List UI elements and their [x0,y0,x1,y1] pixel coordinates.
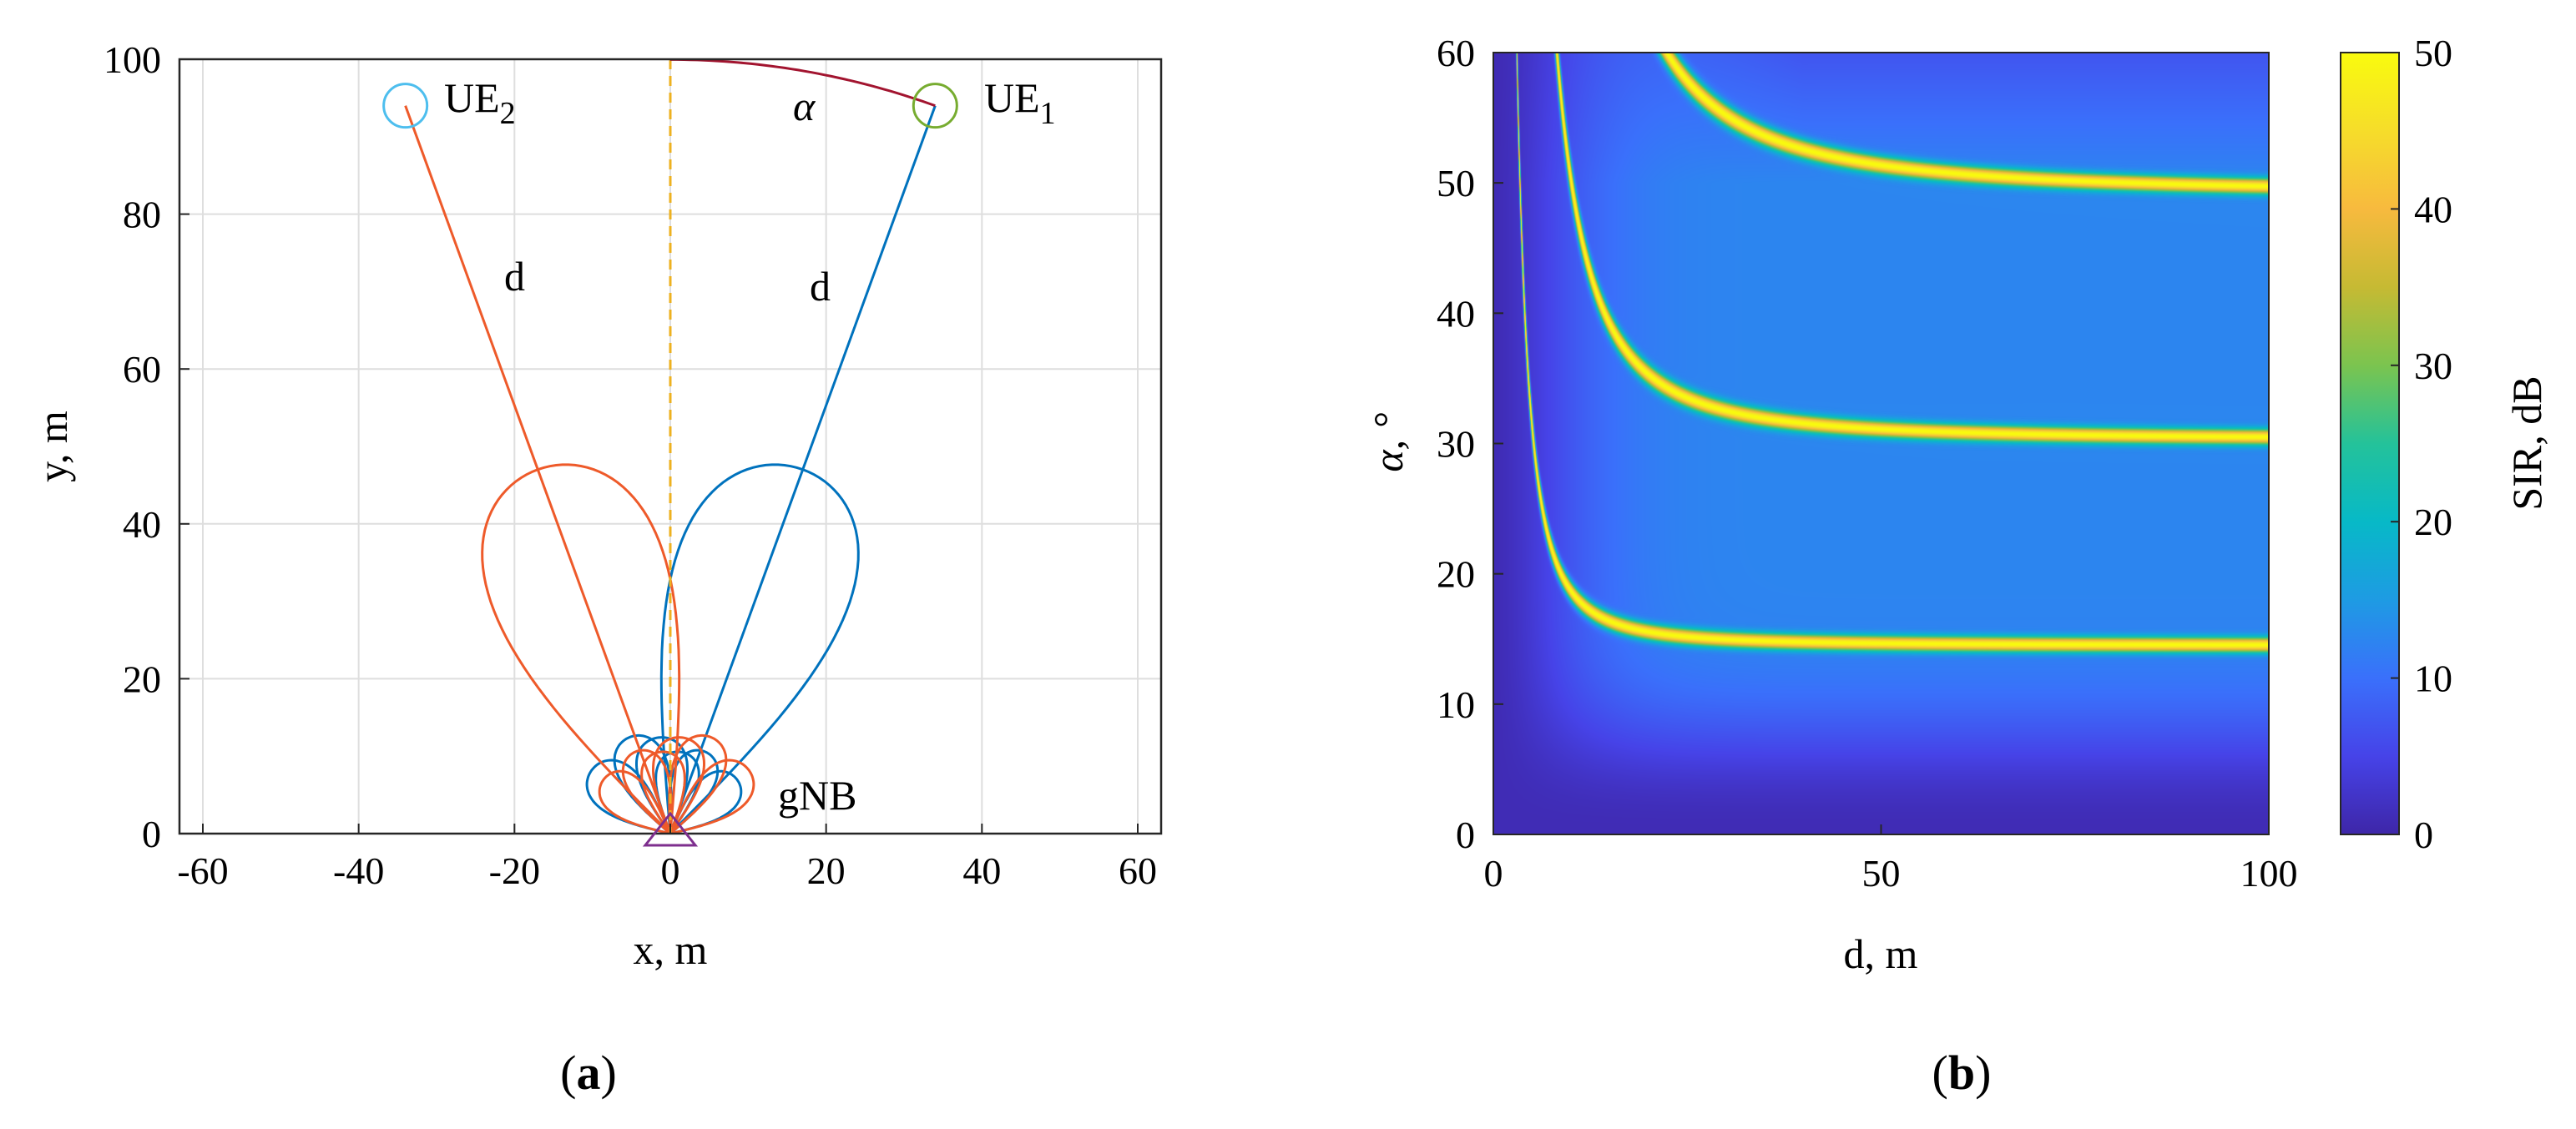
ue1-label: UE1 [984,74,1056,131]
ue2-side-lobe [669,759,755,834]
colorbar [2341,53,2399,834]
colorbar-tick-label: 0 [2414,814,2433,856]
y-tick-label-b: 10 [1437,683,1475,726]
colorbar-frame [2340,52,2400,835]
distance-label-left: d [504,253,525,300]
ue2-side-lobe [640,750,686,834]
colorbar-tick-label: 10 [2414,658,2452,700]
colorbar-tick-label: 40 [2414,188,2452,230]
x-axis-label-a: x, m [634,926,708,973]
ue1-link-line [669,105,937,834]
x-tick-label-a: 0 [661,849,680,892]
colorbar-tick-label: 30 [2414,345,2452,387]
gnb-marker [642,811,699,847]
y-tick-label-b: 40 [1437,292,1475,335]
x-tick-label-a: -20 [489,849,540,892]
panel-a: -60 -40 -20 0 20 40 60 0 20 40 60 80 100 UE2 UE1 d d… [29,38,1163,1100]
ue2-side-lobe [652,736,705,834]
y-tick-label-a: 80 [123,194,161,236]
ue1-marker [912,83,958,129]
x-tick-label-b: 50 [1862,852,1901,895]
plot-b-ticks: 0 50 100 0 10 20 30 40 50 60 [1437,32,2298,895]
ue2-link-line [404,105,672,834]
y-tick-label-b: 50 [1437,162,1475,204]
ue1-side-lobe [635,736,689,834]
y-tick-label-a: 0 [142,813,161,855]
y-tick-label-a: 20 [123,658,161,700]
caption-b: (b) [1932,1046,1992,1100]
y-axis-label-b: α, ° [1365,412,1412,471]
distance-label-right: d [810,263,831,310]
colorbar-tick-label: 20 [2414,501,2452,543]
x-tick-label-b: 100 [2240,852,2298,895]
x-tick-label-a: 40 [962,849,1001,892]
heatmap [1493,53,2269,834]
x-tick-label-a: -40 [333,849,384,892]
y-tick-label-b: 60 [1437,32,1475,74]
panel-b: 0 50 100 0 10 20 30 40 50 60 d, m α, ° 0 10 20 30 40 5… [1365,32,2550,1100]
gnb-label: gNB [778,772,856,819]
x-tick-label-b: 0 [1484,852,1503,895]
x-axis-label-b: d, m [1844,930,1918,977]
y-tick-label-a: 100 [104,38,161,81]
caption-a: (a) [560,1046,617,1100]
ue2-label: UE2 [444,74,516,131]
ue1-side-lobe [585,759,672,834]
plot-a-curves [382,59,958,834]
plot-a-ticks: -60 -40 -20 0 20 40 60 0 20 40 60 80 100 [104,38,1157,892]
y-axis-label-a: y, m [29,411,76,482]
colorbar-ticks: 0 10 20 30 40 50 [2391,32,2452,856]
colorbar-label: SIR, dB [2503,375,2550,510]
y-tick-label-b: 30 [1437,423,1475,466]
alpha-arc [670,59,936,108]
x-tick-label-a: -60 [177,849,228,892]
ue2-side-lobe [598,769,672,834]
x-tick-label-a: 20 [807,849,846,892]
ue2-marker [382,83,429,129]
y-tick-label-b: 0 [1456,814,1475,856]
y-tick-label-a: 60 [123,348,161,391]
y-tick-label-a: 40 [123,503,161,546]
y-tick-label-b: 20 [1437,553,1475,596]
colorbar-tick-label: 50 [2414,32,2452,74]
alpha-label: α [793,83,816,129]
x-tick-label-a: 60 [1119,849,1157,892]
